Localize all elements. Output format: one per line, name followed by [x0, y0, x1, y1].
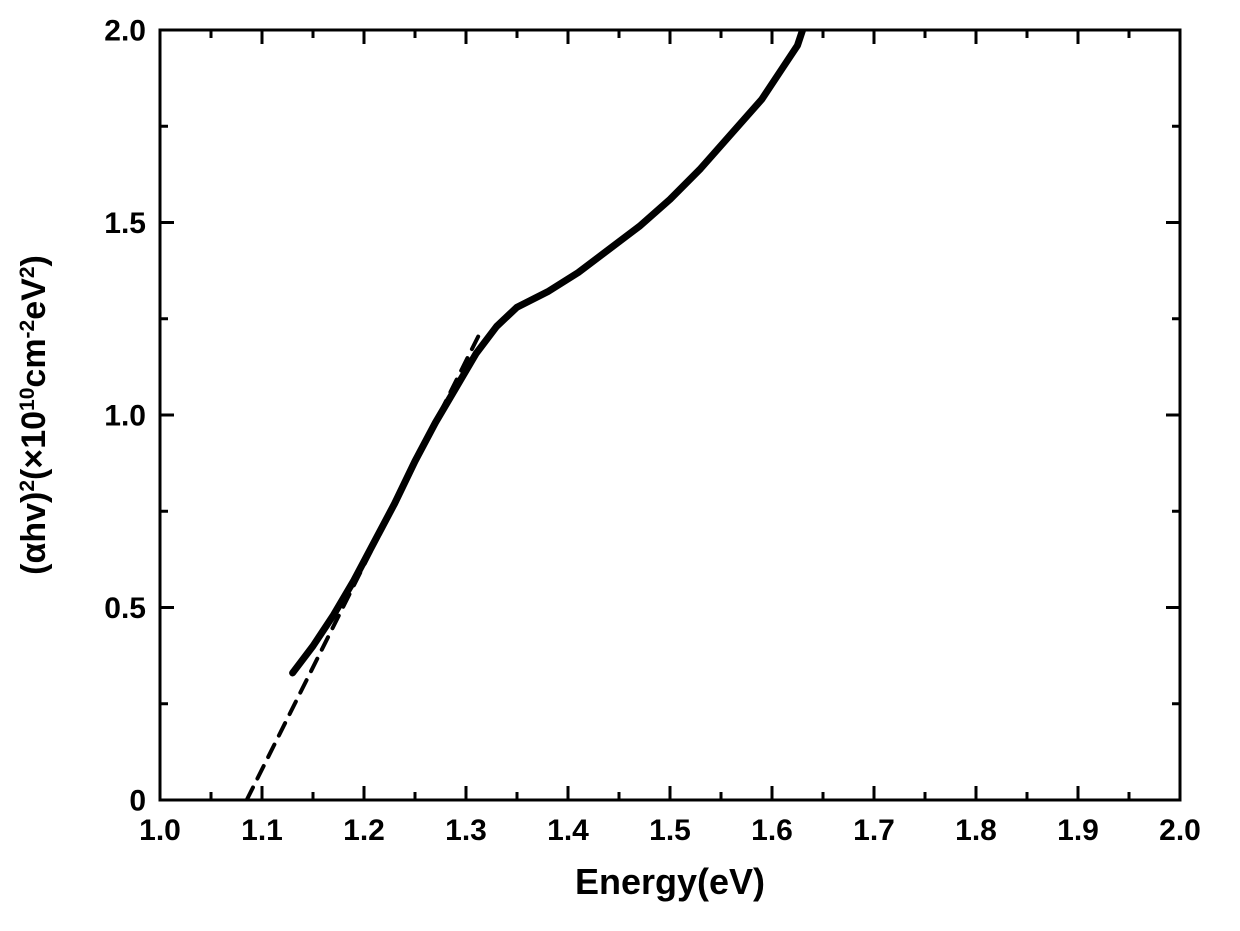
- y-tick-label: 0.5: [104, 592, 146, 625]
- x-axis-label: Energy(eV): [575, 861, 765, 902]
- x-tick-label: 1.2: [343, 814, 385, 847]
- x-tick-label: 1.3: [445, 814, 487, 847]
- y-tick-label: 1.0: [104, 400, 146, 433]
- x-tick-label: 1.0: [139, 814, 181, 847]
- x-tick-label: 1.6: [751, 814, 793, 847]
- x-tick-label: 1.9: [1057, 814, 1099, 847]
- x-tick-label: 1.7: [853, 814, 895, 847]
- x-tick-label: 1.5: [649, 814, 691, 847]
- y-tick-label: 1.5: [104, 207, 146, 240]
- y-tick-label: 0: [129, 785, 146, 818]
- tauc-plot: 1.0 1.1 1.2 1.3 1.4 1.5 1.6 1.7 1.8 1.9 2.0 0 0.5 1.0…: [0, 0, 1240, 931]
- chart-svg: 1.0 1.1 1.2 1.3 1.4 1.5 1.6 1.7 1.8 1.9 2.0 0 0.5 1.0…: [0, 0, 1240, 931]
- y-tick-label: 2.0: [104, 15, 146, 48]
- x-tick-label: 1.8: [955, 814, 997, 847]
- x-tick-label: 2.0: [1159, 814, 1201, 847]
- x-tick-label: 1.4: [547, 814, 589, 847]
- x-tick-label: 1.1: [241, 814, 283, 847]
- y-axis-label: (αhv)2(×1010cm-2eV2): [15, 255, 53, 575]
